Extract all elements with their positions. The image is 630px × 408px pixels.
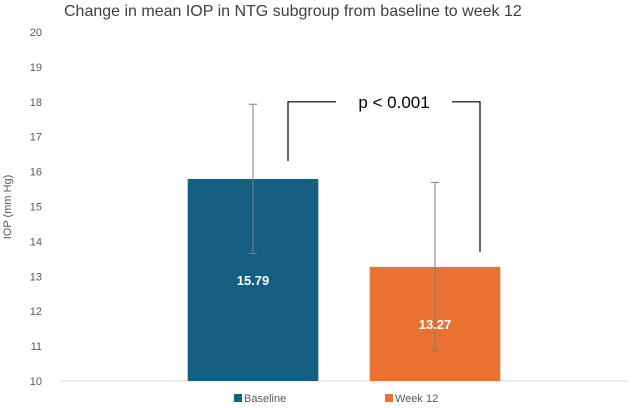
y-tick-label: 18 xyxy=(30,97,42,109)
significance-bracket: p < 0.001 xyxy=(287,93,481,252)
legend-swatch xyxy=(385,394,393,402)
bars xyxy=(187,178,501,381)
bracket-left xyxy=(287,101,336,162)
y-tick-label: 20 xyxy=(30,27,42,39)
y-tick-label: 10 xyxy=(30,376,42,388)
y-tick-label: 16 xyxy=(30,167,42,179)
y-axis-ticks: 10 11 12 13 14 15 16 17 18 19 20 xyxy=(30,27,42,388)
y-tick-label: 13 xyxy=(30,271,42,283)
data-label: 13.27 xyxy=(419,317,452,332)
error-bars xyxy=(249,103,439,352)
legend-label: Week 12 xyxy=(395,393,438,405)
y-tick-label: 17 xyxy=(30,132,42,144)
chart-title: Change in mean IOP in NTG subgroup from … xyxy=(64,3,522,20)
data-labels: 15.79 13.27 xyxy=(237,273,452,332)
y-tick-label: 11 xyxy=(31,341,42,353)
legend: Baseline Week 12 xyxy=(234,393,438,405)
bracket-right xyxy=(452,101,481,252)
y-tick-label: 14 xyxy=(30,236,42,248)
data-label: 15.79 xyxy=(237,273,270,288)
y-axis-label: IOP (mm Hg) xyxy=(2,175,14,240)
y-tick-label: 12 xyxy=(30,306,42,318)
legend-swatch xyxy=(234,394,242,402)
y-tick-label: 15 xyxy=(30,202,42,214)
y-tick-label: 19 xyxy=(30,62,42,74)
p-value-label: p < 0.001 xyxy=(358,93,429,112)
legend-label: Baseline xyxy=(244,393,286,405)
